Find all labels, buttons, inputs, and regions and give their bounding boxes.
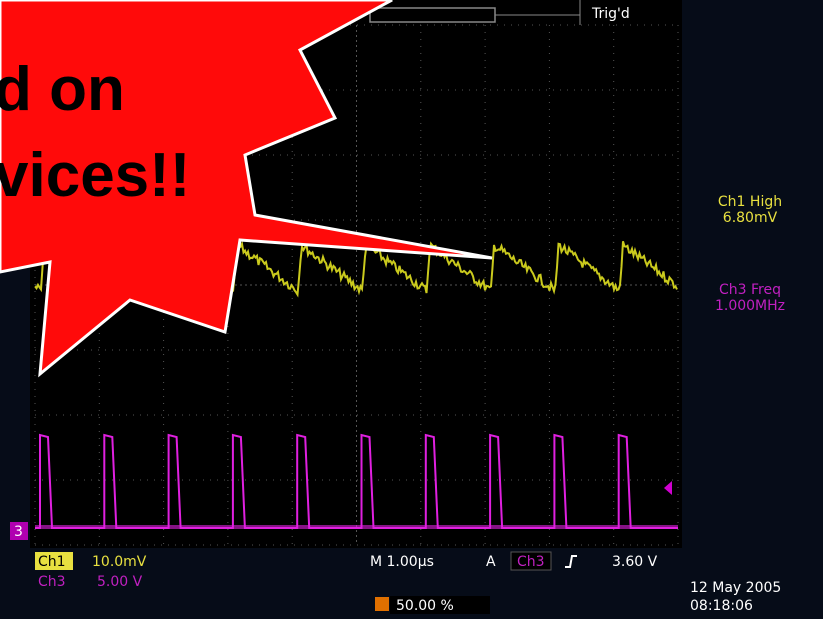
scope-screenshot: Trig'd 3 Ch1 High 6.80mV Ch3 Freq 1.000M…	[0, 0, 823, 619]
measurement-label: Ch1 High	[718, 194, 782, 210]
ch3-scale: 5.00 V	[97, 574, 143, 590]
measurement-label: Ch3 Freq	[719, 282, 781, 298]
trigger-position: 50.00 %	[396, 598, 454, 614]
trigger-mode: A	[486, 554, 496, 570]
time: 08:18:06	[690, 598, 753, 614]
timebase: M 1.00µs	[370, 554, 434, 570]
ch1-label: Ch1	[38, 554, 66, 570]
overlay-text: d on	[0, 55, 125, 124]
trigger-position-icon	[375, 597, 389, 611]
trigger-level: 3.60 V	[612, 554, 658, 570]
date: 12 May 2005	[690, 580, 781, 596]
ch1-scale: 10.0mV	[92, 554, 147, 570]
measurement-value: 1.000MHz	[715, 298, 785, 314]
trigger-source: Ch3	[517, 554, 545, 570]
ch3-label: Ch3	[38, 574, 66, 590]
overlay-text: vices!!	[0, 141, 190, 210]
trigger-status: Trig'd	[591, 6, 630, 22]
channel-marker: 3	[14, 524, 23, 540]
measurement-value: 6.80mV	[723, 210, 778, 226]
